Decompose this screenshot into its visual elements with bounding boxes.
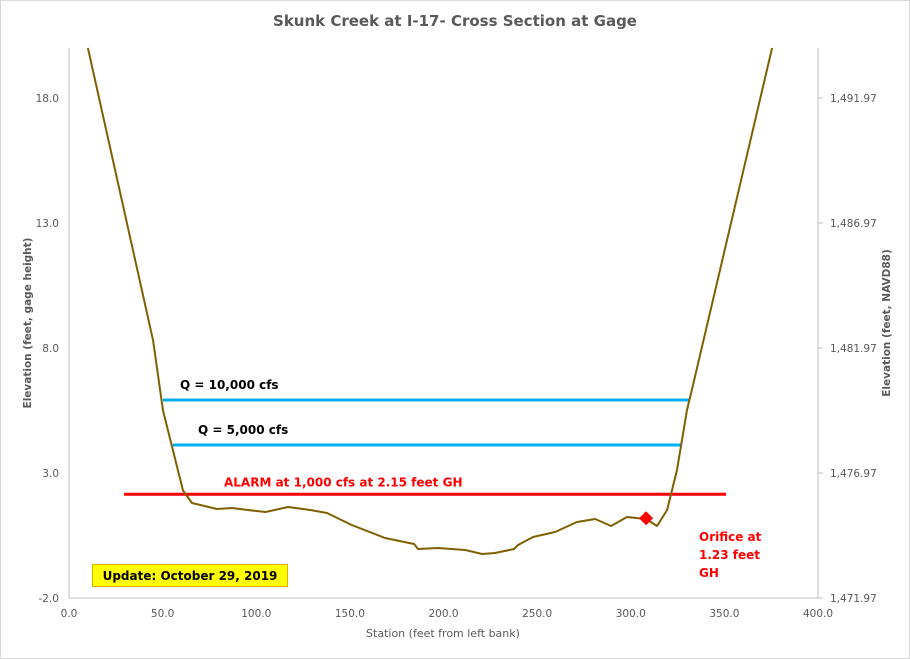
orifice-label: Orifice at	[699, 530, 762, 544]
axes	[68, 48, 819, 599]
update-note: Update: October 29, 2019	[92, 564, 288, 587]
y-tick-label: 3.0	[42, 468, 59, 480]
y2-tick-label: 1,471.97	[830, 593, 877, 605]
x-tick-label: 400.0	[803, 608, 833, 620]
x-tick-label: 150.0	[335, 608, 365, 620]
y2-axis-label: Elevation (feet, NAVD88)	[881, 249, 893, 397]
reference-line-label: Q = 5,000 cfs	[198, 423, 288, 437]
y-tick-label: 18.0	[36, 93, 59, 105]
y2-tick-label: 1,481.97	[830, 343, 877, 355]
reference-line-label: ALARM at 1,000 cfs at 2.15 feet GH	[224, 475, 462, 489]
x-tick-label: 200.0	[428, 608, 458, 620]
orifice-marker	[639, 511, 654, 526]
y-tick-label: 8.0	[42, 343, 59, 355]
y2-tick-label: 1,476.97	[830, 468, 877, 480]
x-tick-label: 350.0	[709, 608, 739, 620]
x-axis-label: Station (feet from left bank)	[366, 627, 520, 640]
x-tick-label: 300.0	[616, 608, 646, 620]
orifice-label: 1.23 feet	[699, 548, 760, 562]
x-tick-label: 0.0	[61, 608, 78, 620]
ticks: 0.0 50.0 100.0 150.0 200.0 250.0 300.0 350.0 400…	[36, 93, 877, 620]
y-axis-label: Elevation (feet, gage height)	[22, 238, 34, 409]
x-tick-label: 250.0	[522, 608, 552, 620]
markers: Orifice at 1.23 feet GH	[639, 511, 762, 580]
y2-tick-label: 1,486.97	[830, 218, 877, 230]
y-tick-label: 13.0	[36, 218, 59, 230]
x-tick-label: 100.0	[241, 608, 271, 620]
y2-tick-label: 1,491.97	[830, 93, 877, 105]
reference-lines: Q = 10,000 cfs Q = 5,000 cfs ALARM at 1,00…	[124, 378, 727, 496]
orifice-label: GH	[699, 566, 719, 580]
x-tick-label: 50.0	[151, 608, 174, 620]
reference-line-label: Q = 10,000 cfs	[180, 378, 279, 392]
y-tick-label: -2.0	[39, 593, 60, 605]
chart-title: Skunk Creek at I-17- Cross Section at Ga…	[273, 12, 637, 30]
